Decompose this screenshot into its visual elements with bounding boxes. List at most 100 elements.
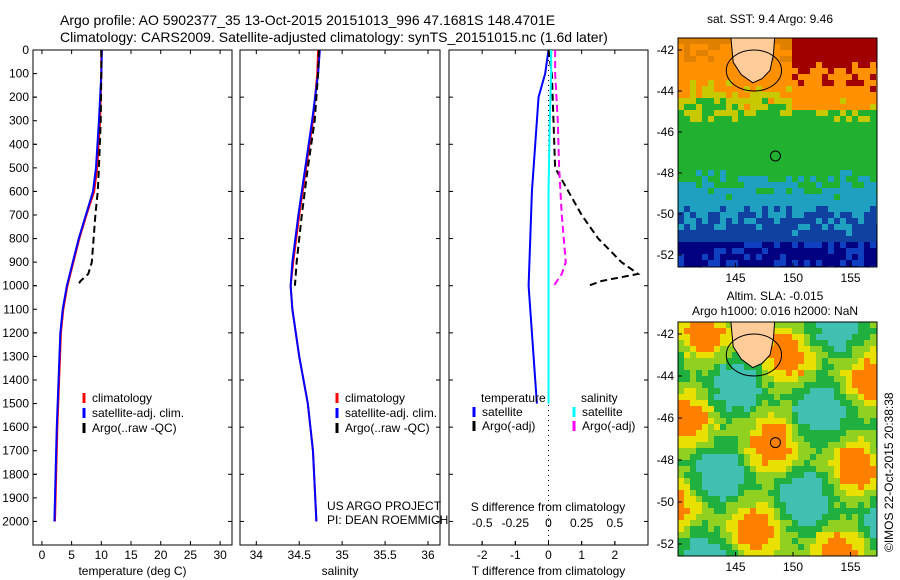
map-cell xyxy=(864,388,870,394)
map-cell xyxy=(774,508,780,514)
map-cell xyxy=(714,436,720,442)
map-cell xyxy=(714,242,720,248)
map-cell xyxy=(870,122,876,128)
map-cell xyxy=(846,448,852,454)
map-cell xyxy=(720,80,726,86)
map-cell xyxy=(696,526,702,532)
map-cell xyxy=(834,86,840,92)
map-cell xyxy=(720,328,726,334)
map-cell xyxy=(702,74,708,80)
map-cell xyxy=(678,230,684,236)
map-cell xyxy=(750,176,756,182)
map-cell xyxy=(834,436,840,442)
map-cell xyxy=(774,478,780,484)
map-cell xyxy=(840,544,846,550)
map-cell xyxy=(714,382,720,388)
map-cell xyxy=(696,364,702,370)
map-cell xyxy=(696,86,702,92)
map-cell xyxy=(714,134,720,140)
map-cell xyxy=(720,340,726,346)
map-cell xyxy=(798,122,804,128)
map-cell xyxy=(792,194,798,200)
map-cell xyxy=(774,86,780,92)
map-cell xyxy=(870,430,876,436)
map-cell xyxy=(792,340,798,346)
map-cell xyxy=(822,194,828,200)
map-cell xyxy=(756,520,762,526)
map-cell xyxy=(804,62,810,68)
map-cell xyxy=(798,176,804,182)
map-cell xyxy=(696,478,702,484)
lat-tick-label: -48 xyxy=(657,166,675,180)
map-cell xyxy=(720,478,726,484)
map-cell xyxy=(792,508,798,514)
map-cell xyxy=(870,322,876,328)
map-cell xyxy=(846,520,852,526)
map-cell xyxy=(690,508,696,514)
map-cell xyxy=(834,388,840,394)
y-tick-label: 1900 xyxy=(2,491,29,505)
map-cell xyxy=(846,182,852,188)
map-cell xyxy=(798,242,804,248)
map-cell xyxy=(786,424,792,430)
map-cell xyxy=(864,460,870,466)
map-cell xyxy=(696,182,702,188)
map-cell xyxy=(708,322,714,328)
map-cell xyxy=(756,442,762,448)
map-cell xyxy=(786,412,792,418)
map-cell xyxy=(804,532,810,538)
map-cell xyxy=(750,454,756,460)
map-cell xyxy=(708,86,714,92)
map-cell xyxy=(780,520,786,526)
map-cell xyxy=(816,92,822,98)
map-cell xyxy=(678,484,684,490)
map-cell xyxy=(870,358,876,364)
map-cell xyxy=(786,394,792,400)
map-cell xyxy=(786,164,792,170)
map-cell xyxy=(864,340,870,346)
map-cell xyxy=(774,260,780,266)
map-cell xyxy=(792,364,798,370)
map-top-title: sat. SST: 9.4 Argo: 9.46 xyxy=(707,12,833,26)
map-cell xyxy=(714,50,720,56)
map-cell xyxy=(684,74,690,80)
map-cell xyxy=(780,260,786,266)
map-cell xyxy=(732,98,738,104)
map-cell xyxy=(684,364,690,370)
map-cell xyxy=(702,430,708,436)
map-cell xyxy=(744,472,750,478)
map-cell xyxy=(810,346,816,352)
map-cell xyxy=(678,478,684,484)
map-cell xyxy=(708,218,714,224)
map-cell xyxy=(780,454,786,460)
map-cell xyxy=(762,146,768,152)
map-cell xyxy=(804,158,810,164)
map-cell xyxy=(702,200,708,206)
map-cell xyxy=(690,478,696,484)
map-cell xyxy=(786,152,792,158)
map-cell xyxy=(774,188,780,194)
map-cell xyxy=(708,478,714,484)
map-cell xyxy=(738,110,744,116)
map-cell xyxy=(798,346,804,352)
map-cell xyxy=(762,478,768,484)
map-cell xyxy=(816,514,822,520)
map-cell xyxy=(750,394,756,400)
map-cell xyxy=(846,140,852,146)
map-cell xyxy=(774,134,780,140)
map-cell xyxy=(696,56,702,62)
map-cell xyxy=(816,140,822,146)
map-cell xyxy=(810,514,816,520)
map-cell xyxy=(864,418,870,424)
map-cell xyxy=(768,122,774,128)
map-cell xyxy=(816,230,822,236)
map-cell xyxy=(702,358,708,364)
map-cell xyxy=(738,478,744,484)
map-cell xyxy=(828,218,834,224)
map-cell xyxy=(846,454,852,460)
map-cell xyxy=(828,496,834,502)
map-cell xyxy=(858,230,864,236)
map-cell xyxy=(762,140,768,146)
map-cell xyxy=(768,200,774,206)
map-cell xyxy=(798,538,804,544)
